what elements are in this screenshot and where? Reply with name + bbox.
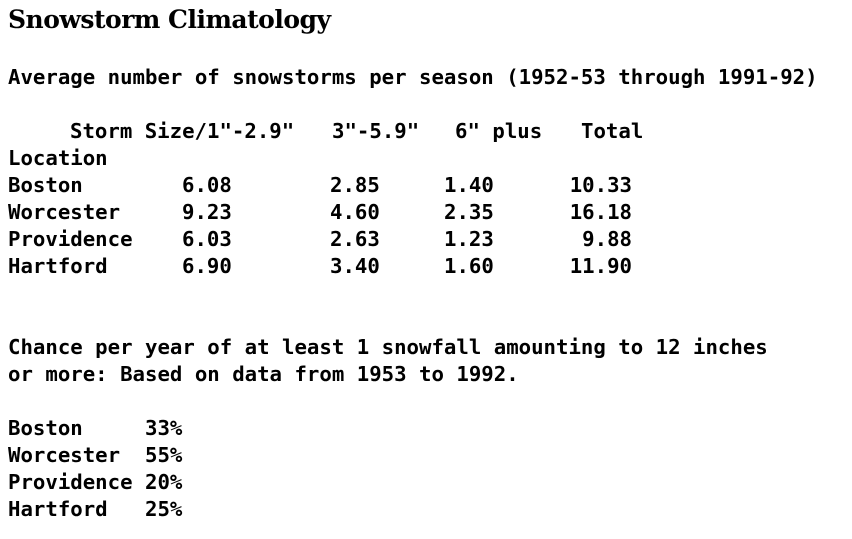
storm-table-row-boston: Boston 6.08 2.85 1.40 10.33 (0, 172, 852, 199)
blank-line (0, 388, 852, 415)
value-1-2.9: 9.23 (182, 200, 232, 224)
value-6plus: 1.60 (444, 254, 494, 278)
value-total: 10.33 (569, 173, 632, 197)
size-3-5-column-header: 3"-5.9" (332, 119, 420, 143)
chance-percent: 55% (145, 443, 183, 467)
total-column-header: Total (581, 119, 644, 143)
chance-note-line2: or more: Based on data from 1953 to 1992… (8, 362, 519, 386)
chance-table-row-worcester: Worcester 55% (0, 442, 852, 469)
value-total: 16.18 (569, 200, 632, 224)
location-label: Hartford (8, 254, 108, 278)
value-3-5.9: 3.40 (330, 254, 380, 278)
page-title: Snowstorm Climatology (8, 5, 331, 34)
chance-note-line1: Chance per year of at least 1 snowfall a… (8, 335, 768, 359)
value-3-5.9: 2.85 (330, 173, 380, 197)
storm-size-column-header: Storm Size/1"-2.9" (70, 119, 295, 143)
storm-table-row-providence: Providence 6.03 2.63 1.23 9.88 (0, 226, 852, 253)
value-total: 9.88 (582, 227, 632, 251)
location-label: Boston (8, 173, 83, 197)
chance-percent: 20% (145, 470, 183, 494)
location-header: Location (8, 146, 108, 170)
subtitle: Average number of snowstorms per season … (8, 65, 818, 89)
location-label: Boston (8, 416, 83, 440)
document-body: Average number of snowstorms per season … (0, 64, 852, 523)
chance-percent: 33% (145, 416, 183, 440)
location-label: Worcester (8, 200, 121, 224)
value-6plus: 1.23 (444, 227, 494, 251)
storm-table-row-hartford: Hartford 6.90 3.40 1.60 11.90 (0, 253, 852, 280)
location-header-row: Location (0, 145, 852, 172)
blank-line (0, 307, 852, 334)
location-label: Worcester (8, 443, 121, 467)
chance-table-row-hartford: Hartford 25% (0, 496, 852, 523)
value-1-2.9: 6.90 (182, 254, 232, 278)
chance-table-row-providence: Providence 20% (0, 469, 852, 496)
value-6plus: 1.40 (444, 173, 494, 197)
value-total: 11.90 (569, 254, 632, 278)
storm-table-header-row: Storm Size/1"-2.9" 3"-5.9" 6" plus Total (0, 118, 852, 145)
value-6plus: 2.35 (444, 200, 494, 224)
value-1-2.9: 6.08 (182, 173, 232, 197)
value-3-5.9: 2.63 (330, 227, 380, 251)
value-3-5.9: 4.60 (330, 200, 380, 224)
storm-table-row-worcester: Worcester 9.23 4.60 2.35 16.18 (0, 199, 852, 226)
chance-percent: 25% (145, 497, 183, 521)
location-label: Providence (8, 470, 133, 494)
value-1-2.9: 6.03 (182, 227, 232, 251)
location-label: Providence (8, 227, 133, 251)
location-label: Hartford (8, 497, 108, 521)
blank-line (0, 280, 852, 307)
chance-table-row-boston: Boston 33% (0, 415, 852, 442)
blank-line (0, 91, 852, 118)
size-6plus-column-header: 6" plus (455, 119, 543, 143)
